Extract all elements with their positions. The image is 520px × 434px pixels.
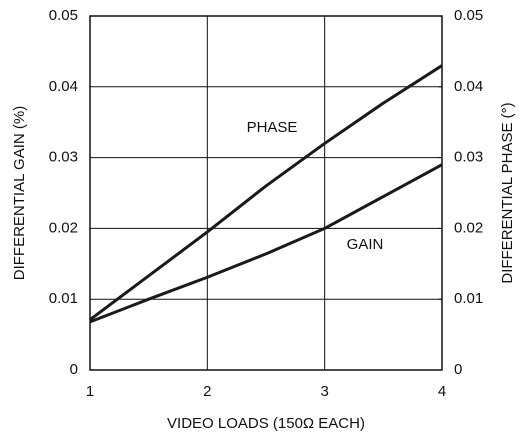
- y2-tick-label: 0.05: [454, 7, 483, 24]
- x-axis-label: VIDEO LOADS (150Ω EACH): [167, 415, 365, 432]
- plot-frame: [89, 15, 443, 371]
- y-tick-label: 0.05: [49, 7, 78, 24]
- y2-tick-label: 0.04: [454, 78, 483, 95]
- y-tick-label: 0.01: [49, 290, 78, 307]
- y-tick-label: 0.04: [49, 78, 78, 95]
- y2-tick-label: 0.01: [454, 290, 483, 307]
- y-tick-label: 0: [70, 361, 78, 378]
- x-tick-label: 3: [320, 383, 328, 400]
- y-tick-label: 0.03: [49, 149, 78, 166]
- y2-tick-label: 0.03: [454, 149, 483, 166]
- y-axis-label: DIFFERENTIAL GAIN (%): [11, 106, 28, 280]
- x-tick-label: 1: [86, 383, 94, 400]
- series-label: GAIN: [347, 236, 384, 253]
- series-line: [89, 64, 443, 321]
- y-tick-label: 0.02: [49, 219, 78, 236]
- x-tick-label: 2: [203, 383, 211, 400]
- y2-tick-label: 0: [454, 361, 462, 378]
- y2-tick-label: 0.02: [454, 219, 483, 236]
- x-tick-label: 4: [438, 383, 446, 400]
- series-label: PHASE: [247, 119, 298, 136]
- series-line: [89, 163, 443, 324]
- y2-axis-label: DIFFERENTIAL PHASE (°): [499, 102, 516, 283]
